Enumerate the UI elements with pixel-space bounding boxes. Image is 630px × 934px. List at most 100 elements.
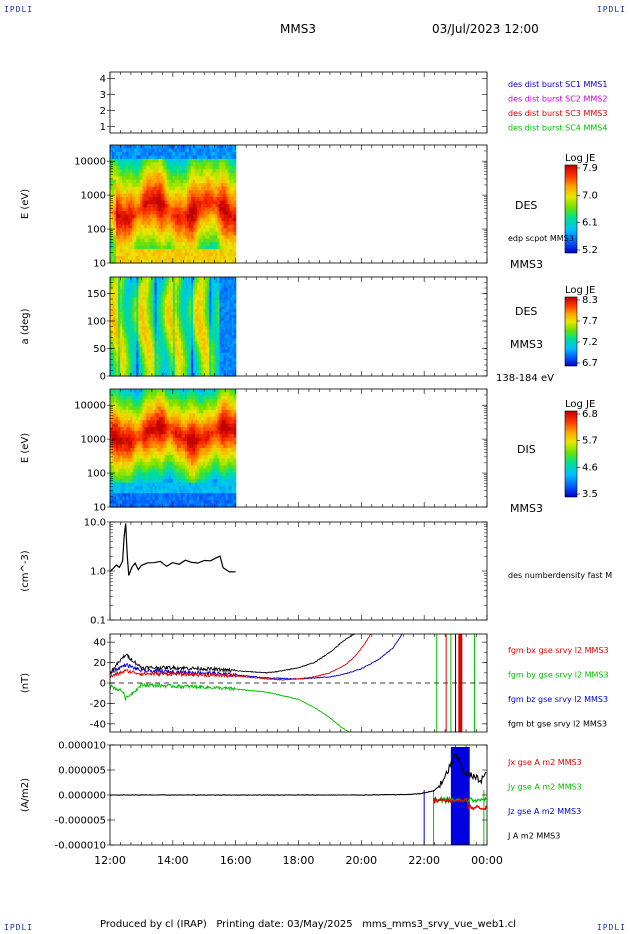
spectrogram-cell (174, 204, 178, 209)
spectrogram-cell (170, 242, 174, 247)
spectrogram-cell (187, 155, 190, 160)
spectrogram-cell (205, 367, 208, 371)
spectrogram-cell (122, 409, 125, 414)
spectrogram-cell (134, 358, 137, 363)
spectrogram-cell (168, 214, 172, 219)
spectrogram-cell (126, 172, 129, 177)
spectrogram-cell (207, 352, 210, 357)
spectrogram-cell (178, 291, 182, 296)
spectrogram-cell (142, 249, 146, 254)
spectrogram-cell (211, 277, 214, 281)
spectrogram-cell (140, 183, 144, 188)
spectrogram-cell (189, 311, 192, 316)
spectrogram-cell (144, 169, 148, 174)
spectrogram-cell (158, 210, 162, 216)
spectrogram-cell (122, 235, 125, 240)
spectrogram-cell (209, 329, 212, 333)
spectrogram-cell (215, 231, 219, 236)
spectrogram-cell (116, 158, 119, 163)
spectrogram-cell (211, 341, 214, 345)
spectrogram-cell (130, 155, 133, 160)
spectrogram-cell (215, 291, 219, 296)
spectrogram-cell (215, 343, 219, 348)
spectrogram-cell (195, 162, 198, 167)
spectrogram-cell (120, 465, 123, 470)
spectrogram-cell (158, 282, 162, 287)
spectrogram-cell (136, 193, 139, 198)
spectrogram-cell (116, 341, 119, 345)
spectrogram-cell (140, 311, 144, 316)
spectrogram-cell (219, 358, 223, 363)
spectrogram-cell (122, 448, 125, 453)
spectrogram-cell (126, 291, 129, 296)
spectrogram-cell (184, 309, 188, 313)
spectrogram-cell (164, 190, 168, 195)
spectrogram-cell (215, 176, 219, 181)
spectrogram-cell (126, 402, 129, 407)
spectrogram-cell (152, 294, 156, 298)
spectrogram-cell (130, 465, 133, 470)
spectrogram-cell (130, 496, 133, 501)
spectrogram-cell (205, 217, 208, 222)
spectrogram-cell (229, 151, 233, 157)
spectrogram-cell (144, 389, 148, 394)
spectrogram-cell (152, 343, 156, 348)
spectrogram-cell (152, 249, 156, 254)
spectrogram-cell (193, 311, 196, 316)
corner-mark-top-left: IPDLI (4, 5, 34, 14)
spectrogram-cell (170, 249, 174, 254)
spectrogram-cell (152, 309, 156, 313)
spectrogram-cell (132, 416, 135, 421)
spectrogram-cell (126, 224, 129, 229)
spectrogram-cell (126, 200, 129, 205)
spectrogram-cell (142, 297, 146, 301)
spectrogram-cell (112, 364, 115, 368)
spectrogram-cell (150, 224, 154, 229)
spectrogram-cell (227, 335, 231, 339)
spectrogram-cell (227, 155, 231, 160)
spectrogram-cell (162, 169, 166, 174)
spectrogram-cell (182, 352, 186, 357)
spacecraft-title: MMS3 (280, 22, 316, 36)
spectrogram-cell (152, 235, 156, 240)
spectrogram-cell (209, 204, 212, 209)
spectrogram-cell (227, 193, 231, 198)
spectrogram-cell (233, 282, 237, 287)
spectrogram-cell (148, 210, 152, 216)
spectrogram-cell (215, 235, 219, 240)
spectrogram-cell (134, 179, 137, 184)
spectrogram-cell (168, 343, 172, 348)
spectrogram-cell (162, 367, 166, 371)
spectrogram-cell (182, 303, 186, 307)
spectrogram-cell (205, 197, 208, 202)
spectrogram-cell (229, 179, 233, 184)
spectrogram-cell (201, 300, 204, 304)
spectrogram-cell (199, 148, 202, 153)
spectrogram-cell (211, 364, 214, 368)
spectrogram-cell (144, 349, 148, 354)
spectrogram-cell (209, 235, 212, 240)
spectrogram-cell (160, 311, 164, 316)
spectrogram-cell (158, 221, 162, 226)
spectrogram-cell (146, 352, 150, 357)
spectrogram-cell (118, 468, 121, 473)
spectrogram-cell (182, 200, 186, 205)
spectrogram-cell (142, 311, 146, 316)
spectrogram-cell (124, 493, 127, 498)
spectrogram-cell (193, 314, 196, 319)
spectrogram-cell (166, 282, 170, 287)
spectrogram-cell (122, 279, 125, 284)
spectrogram-cell (199, 282, 202, 287)
spectrogram-cell (205, 332, 208, 336)
spectrogram-cell (118, 320, 121, 325)
spectrogram-cell (203, 291, 206, 296)
spectrogram-cell (199, 314, 202, 319)
spectrogram-cell (219, 210, 223, 216)
spectrogram-cell (168, 335, 172, 339)
spectrogram-cell (128, 444, 131, 449)
spectrogram-cell (170, 279, 174, 284)
spectrogram-cell (191, 242, 194, 247)
spectrogram-cell (195, 217, 198, 222)
spectrogram-cell (124, 458, 127, 463)
spectrogram-cell (184, 288, 188, 293)
